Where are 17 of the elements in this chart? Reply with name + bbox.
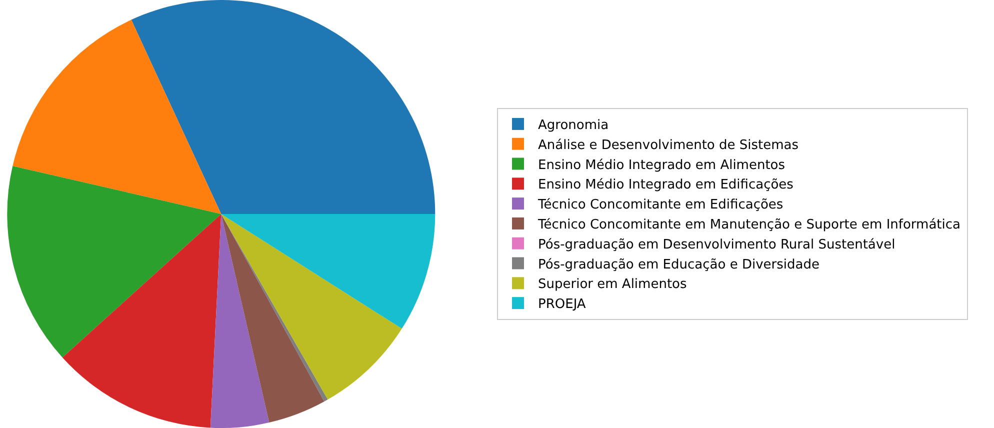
pie-slice [221, 214, 436, 329]
legend-label: Técnico Concomitante em Edificações [537, 198, 784, 213]
pie-slice [221, 214, 402, 400]
legend-label: Pós-graduação em Educação e Diversidade [538, 257, 820, 272]
legend-label: Análise e Desenvolvimento de Sistemas [538, 138, 799, 153]
pie-slice [12, 20, 222, 214]
legend-label: Superior em Alimentos [538, 277, 687, 292]
legend-label: Ensino Médio Integrado em Alimentos [538, 158, 786, 173]
pie-slice [62, 214, 222, 428]
legend-label: Técnico Concomitante em Manutenção e Suporte em Informática [537, 218, 960, 233]
legend-label: Ensino Médio Integrado em Edificações [538, 178, 794, 193]
pie-slice [7, 166, 222, 358]
pie-slice [131, 0, 436, 214]
pie-slice [210, 214, 270, 428]
legend-label: PROEJA [538, 297, 586, 312]
legend-label: Pós-graduação em Desenvolvimento Rural Sustentável [538, 237, 896, 252]
legend-label: Agronomia [538, 118, 609, 134]
